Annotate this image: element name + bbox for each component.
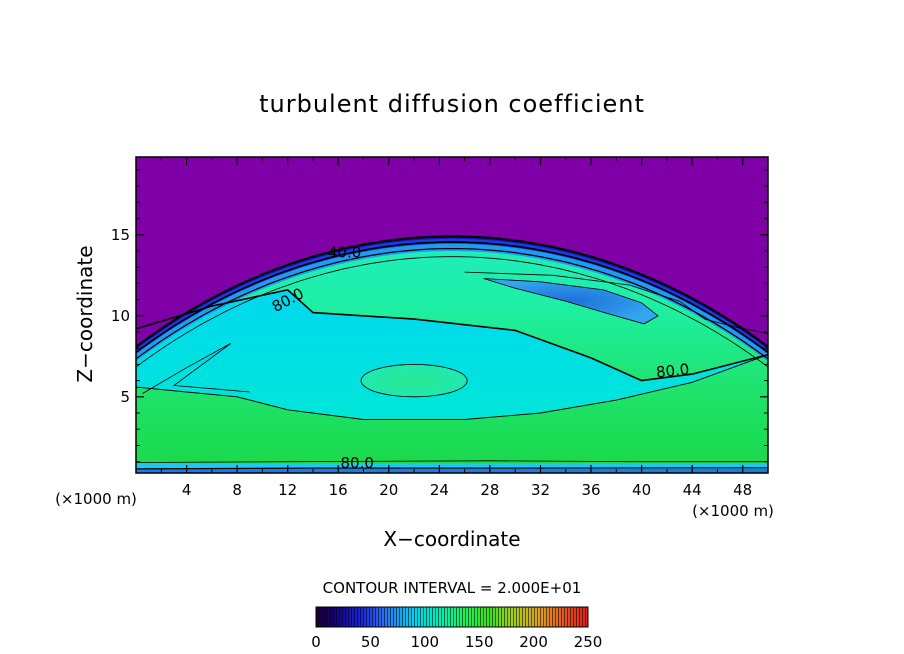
x-tick-label: 8 — [232, 481, 242, 499]
colorbar-labels: 0 50 100 150 200 250 — [311, 633, 602, 651]
x-unit-right: (×1000 m) — [692, 502, 774, 520]
y-axis-ticks: 5 10 15 — [111, 169, 768, 463]
contour-lines — [136, 235, 768, 470]
contour-label: 80.0 — [655, 360, 690, 381]
chart-title: turbulent diffusion coefficient — [259, 90, 645, 118]
x-tick-label: 40 — [632, 481, 651, 499]
x-tick-label: 20 — [379, 481, 398, 499]
contour-60 — [136, 256, 768, 368]
x-tick-label: 36 — [581, 481, 600, 499]
contour-label: 80.0 — [340, 454, 373, 472]
colorbar-tick-label: 150 — [465, 633, 494, 651]
x-tick-label: 4 — [182, 481, 192, 499]
plot-frame — [135, 156, 769, 474]
contour-boundary-top — [136, 235, 768, 348]
contour-eye — [360, 363, 468, 398]
cyan-core — [136, 289, 768, 420]
x-tick-label: 32 — [531, 481, 550, 499]
colorbar-tick-label: 50 — [361, 633, 380, 651]
colorbar-frame — [315, 606, 589, 628]
colorbar-ticks — [316, 607, 588, 627]
x-tick-label: 48 — [733, 481, 752, 499]
blue-blob — [483, 278, 658, 324]
colorbar-tick-label: 200 — [519, 633, 548, 651]
contour-label: 40.0 — [328, 244, 361, 262]
x-tick-label: 16 — [329, 481, 348, 499]
x-axis-ticks: 4 8 12 16 20 24 28 32 36 40 44 48 — [160, 157, 752, 499]
y-tick-label: 15 — [111, 226, 130, 244]
contour-80-main — [136, 289, 768, 382]
contour-40-upper — [136, 241, 768, 354]
plot-area: 40.080.080.080.0 — [136, 157, 768, 473]
y-tick-label: 10 — [111, 307, 130, 325]
y-tick-label: 5 — [120, 388, 130, 406]
colorbar-tick-label: 100 — [410, 633, 439, 651]
colorbar-tick-label: 250 — [574, 633, 603, 651]
contour-blob-outer — [464, 271, 768, 334]
contour-label-group: 40.080.080.080.0 — [269, 244, 690, 473]
x-tick-label: 28 — [480, 481, 499, 499]
x-unit-left: (×1000 m) — [55, 490, 137, 508]
y-axis-label: Z−coordinate — [73, 245, 97, 382]
contour-blob — [483, 278, 659, 325]
contour-surface-upper — [136, 460, 768, 463]
colorbar-tick-label: 0 — [311, 633, 321, 651]
surface-band-cyan — [136, 463, 768, 469]
x-tick-label: 12 — [278, 481, 297, 499]
x-tick-label: 24 — [430, 481, 449, 499]
surface-band-blue — [136, 468, 768, 473]
contour-left-tongue — [142, 343, 250, 394]
inner-eye — [361, 364, 468, 397]
contour-interval-label: CONTOUR INTERVAL = 2.000E+01 — [323, 579, 582, 597]
purple-region — [136, 157, 768, 347]
x-tick-label: 44 — [683, 481, 702, 499]
contour-100-lower — [136, 354, 768, 420]
x-axis-label: X−coordinate — [383, 527, 520, 551]
